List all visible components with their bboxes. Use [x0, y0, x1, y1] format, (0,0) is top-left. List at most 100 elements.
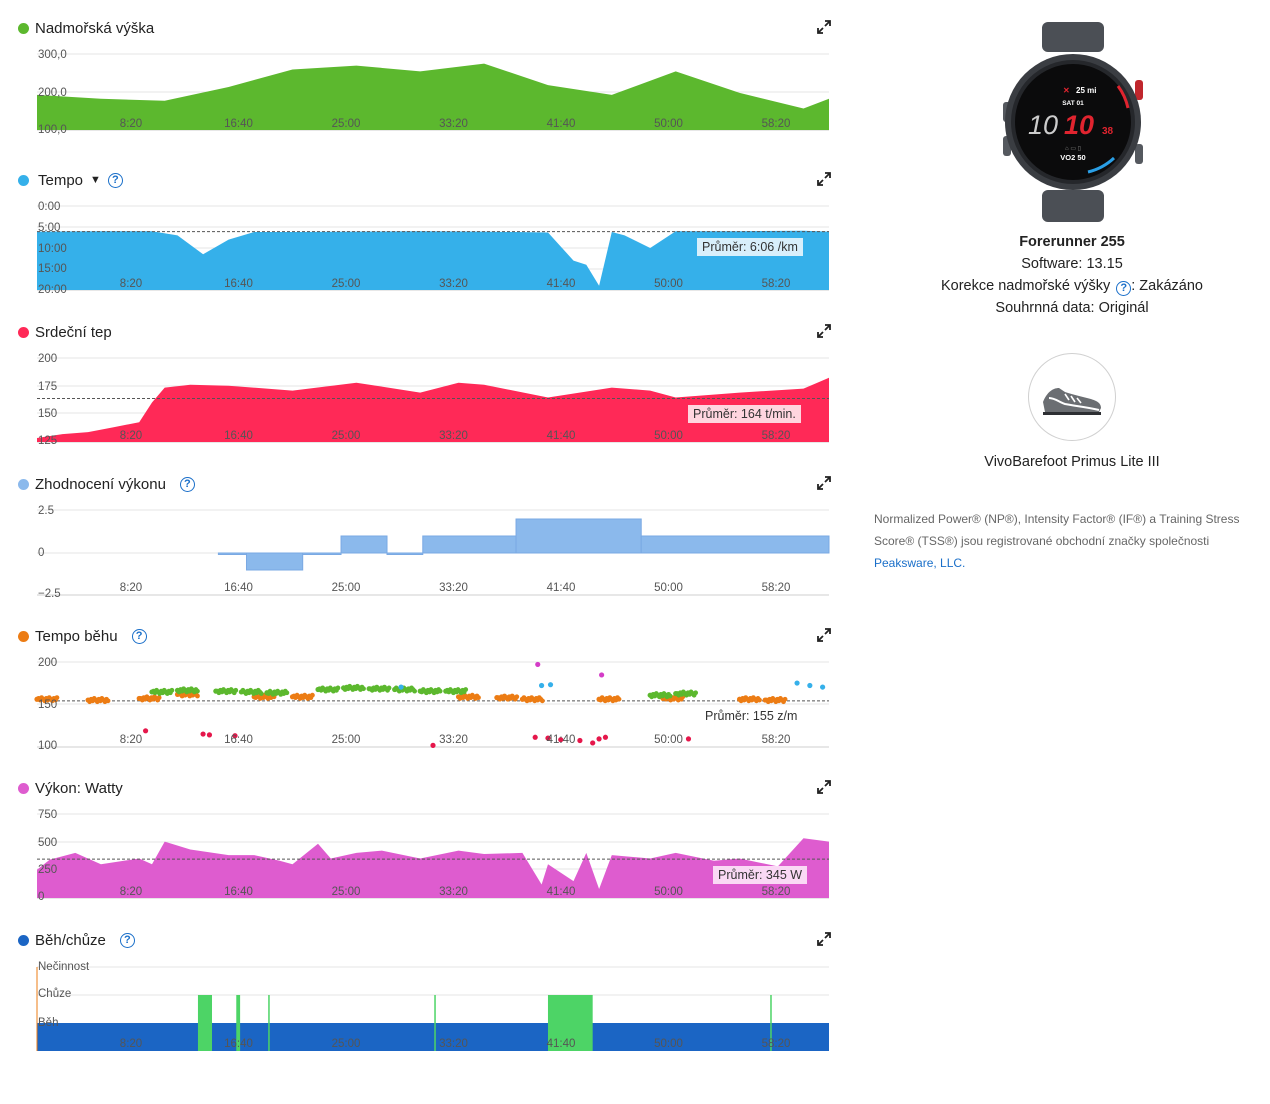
walk-segment	[236, 995, 241, 1051]
peaksware-link[interactable]: Peaksware, LLC.	[874, 556, 966, 570]
cadence-point	[596, 736, 602, 742]
elevation-title: Nadmořská výška	[35, 19, 155, 37]
power-header: Výkon: Watty	[18, 777, 123, 799]
cadence-point	[558, 737, 564, 743]
x-tick-label: 8:20	[120, 886, 142, 898]
y-tick-label: Nečinnost	[38, 961, 90, 973]
x-tick-label: 8:20	[120, 1038, 142, 1050]
performance-header: Zhodnocení výkonu ?	[18, 473, 195, 495]
y-tick-label: 200	[38, 657, 57, 669]
dropdown-caret-icon[interactable]: ▼	[90, 174, 101, 186]
x-tick-label: 50:00	[654, 278, 683, 290]
legal-text: Normalized Power® (NP®), Intensity Facto…	[874, 512, 1240, 548]
cadence-point	[794, 680, 800, 686]
power-average-label: Průměr: 345 W	[713, 866, 808, 884]
cadence-legend-dot	[18, 630, 29, 642]
cadence-point	[616, 696, 622, 702]
performance-step	[515, 518, 642, 554]
cadence-plot: 200 150 100 8:20 16:40 25:00 33:20 41:40 50:00 58…	[34, 657, 829, 752]
watch-vo2: VO2 50	[1060, 153, 1085, 162]
runwalk-plot: Nečinnost Chůze Běh 8:20 16:40 25:00 33:20 41:4…	[36, 961, 829, 1051]
y-tick-label: 100,0	[38, 124, 67, 136]
y-tick-label: 0:00	[38, 201, 60, 213]
x-tick-label: 8:20	[120, 734, 142, 746]
heart-average-label: Průměr: 164 t/min.	[688, 405, 801, 423]
y-tick-label: 300,0	[38, 49, 67, 61]
expand-icon[interactable]	[817, 780, 831, 794]
heart-header: Srdeční tep	[18, 321, 112, 343]
x-tick-label: 25:00	[332, 430, 361, 442]
x-tick-label: 16:40	[224, 582, 253, 594]
x-tick-label: 41:40	[547, 582, 576, 594]
runwalk-header: Běh/chůze ?	[18, 929, 135, 951]
expand-icon[interactable]	[817, 932, 831, 946]
cadence-point	[547, 682, 554, 688]
y-tick-label: 150	[38, 408, 57, 420]
shoe-name: VivoBarefoot Primus Lite III	[984, 454, 1160, 470]
elevation-correction-value: : Zakázáno	[1131, 278, 1203, 294]
cadence-point	[310, 692, 315, 698]
cadence-point	[667, 693, 673, 699]
heart-legend-dot	[18, 326, 29, 338]
y-tick-label: 0	[38, 891, 44, 903]
walk-segment	[547, 995, 593, 1051]
summary-data-label: Souhrnná data:	[995, 300, 1095, 316]
device-name: Forerunner 255	[1019, 234, 1125, 250]
pace-legend-dot	[18, 174, 29, 186]
heart-chart: Srdeční tep 200 175 150 125 8:20 16:40 25:00 33…	[0, 304, 840, 454]
help-icon[interactable]: ?	[1116, 280, 1132, 296]
cadence-point	[54, 695, 60, 701]
expand-icon[interactable]	[817, 324, 831, 338]
cadence-point	[782, 696, 788, 702]
x-tick-label: 25:00	[332, 278, 361, 290]
x-tick-label: 25:00	[332, 886, 361, 898]
performance-step	[302, 552, 342, 555]
expand-icon[interactable]	[817, 476, 831, 490]
y-tick-label: 10:00	[38, 243, 67, 255]
walk-segment	[197, 995, 213, 1051]
x-tick-label: 50:00	[654, 886, 683, 898]
y-tick-label: 500	[38, 837, 57, 849]
performance-step	[422, 535, 517, 554]
shoe-icon[interactable]	[1028, 353, 1116, 441]
pace-chart: Tempo ▼ ? 0:00 5:00 10:00 15:00 20:00 8:20 16:…	[0, 152, 840, 302]
expand-icon[interactable]	[817, 628, 831, 642]
svg-text:25 mi: 25 mi	[1076, 86, 1096, 95]
help-icon[interactable]: ?	[131, 628, 147, 644]
help-icon[interactable]: ?	[119, 932, 135, 948]
cadence-point	[463, 687, 469, 692]
help-icon[interactable]: ?	[107, 172, 123, 188]
cadence-point	[195, 688, 200, 694]
elevation-header: Nadmořská výška	[18, 17, 154, 39]
heart-plot: 200 175 150 125 8:20 16:40 25:00 33:20 41:40 50:0…	[37, 353, 829, 447]
cadence-chart: Tempo běhu ? 200 150 100 8:20 16:40 25:00 33:2…	[0, 608, 840, 758]
svg-text:✕: ✕	[1063, 86, 1070, 95]
y-tick-label: 15:00	[38, 263, 67, 275]
y-tick-label: 200,0	[38, 87, 67, 99]
walk-segment	[268, 995, 270, 1051]
performance-step	[340, 535, 388, 554]
help-icon[interactable]: ?	[179, 476, 195, 492]
cadence-point	[538, 682, 545, 689]
watch-date: SAT 01	[1062, 100, 1084, 107]
watch-minutes: 10	[1064, 110, 1094, 140]
y-tick-label: 20:00	[38, 284, 67, 296]
cadence-point	[105, 698, 111, 704]
runwalk-title: Běh/chůze	[35, 931, 106, 949]
heart-title: Srdeční tep	[35, 323, 112, 341]
legal-note: Normalized Power® (NP®), Intensity Facto…	[874, 508, 1264, 574]
summary-data-row: Souhrnná data: Originál	[870, 300, 1270, 316]
cadence-point	[361, 686, 366, 692]
y-tick-label: Běh	[38, 1017, 58, 1029]
cadence-point	[514, 694, 520, 700]
cadence-average-label: Průměr: 155 z/m	[700, 707, 803, 725]
x-tick-label: 50:00	[654, 118, 683, 130]
cadence-point	[545, 735, 551, 741]
power-plot: 750 500 250 0 8:20 16:40 25:00 33:20 41:40 50:00 5…	[37, 809, 829, 903]
performance-legend-dot	[18, 478, 29, 490]
software-value: 13.15	[1086, 256, 1123, 272]
pace-title[interactable]: Tempo	[38, 171, 84, 189]
y-tick-label: 175	[38, 381, 57, 393]
expand-icon[interactable]	[817, 172, 831, 186]
expand-icon[interactable]	[817, 20, 831, 34]
